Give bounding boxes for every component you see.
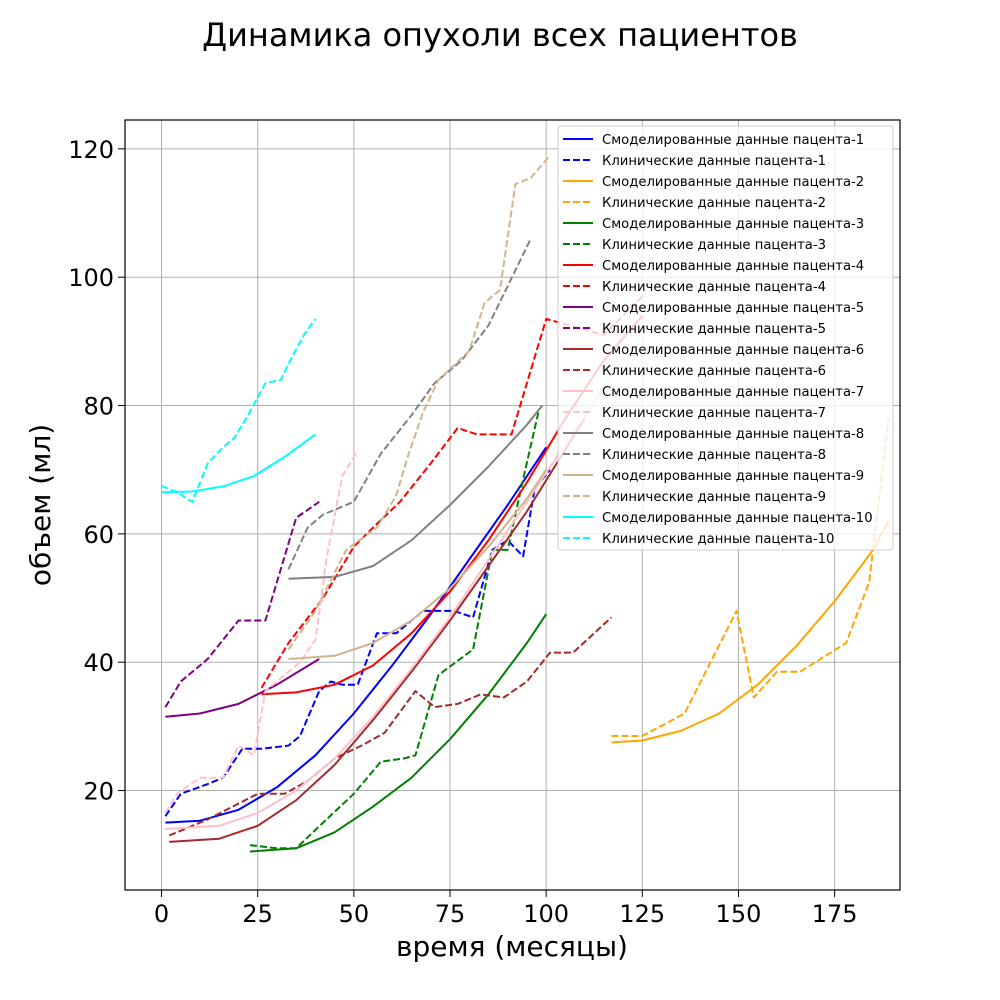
x-axis-label: время (месяцы) — [396, 930, 628, 963]
series-line-13 — [165, 376, 613, 830]
legend-label: Смоделированные данные пацента-2 — [602, 175, 864, 190]
legend-label: Клинические данные пацента-3 — [602, 238, 826, 253]
x-tick-label: 125 — [619, 900, 665, 928]
legend-label: Клинические данные пацента-10 — [602, 532, 834, 547]
y-tick-label: 100 — [68, 264, 114, 292]
x-tick-label: 175 — [812, 900, 858, 928]
legend-label: Смоделированные данные пацента-9 — [602, 469, 864, 484]
series-line-18 — [287, 154, 551, 650]
legend-label: Клинические данные пацента-5 — [602, 322, 826, 337]
legend-label: Клинические данные пацента-4 — [602, 280, 826, 295]
y-tick-label: 40 — [83, 649, 114, 677]
legend-label: Смоделированные данные пацента-3 — [602, 217, 864, 232]
series-line-3 — [611, 520, 890, 744]
series-line-16 — [287, 238, 532, 570]
legend-box — [557, 125, 894, 551]
series-line-17 — [288, 469, 548, 660]
legend-label: Смоделированные данные пацента-8 — [602, 427, 864, 442]
y-tick-label: 20 — [83, 778, 114, 806]
x-tick-label: 150 — [716, 900, 762, 928]
x-tick-label: 25 — [242, 900, 273, 928]
legend-label: Смоделированные данные пацента-7 — [602, 385, 864, 400]
x-tick-label: 100 — [523, 900, 569, 928]
x-tick-label: 75 — [435, 900, 466, 928]
series-line-2 — [164, 469, 551, 817]
legend-label: Клинические данные пацента-7 — [602, 406, 826, 421]
y-axis-label: объем (мл) — [24, 424, 57, 586]
series-line-5 — [249, 613, 548, 853]
legend-label: Смоделированные данные пацента-1 — [602, 133, 864, 148]
series-line-9 — [165, 658, 320, 718]
legend-label: Клинические данные пацента-2 — [602, 196, 826, 211]
legend-label: Клинические данные пацента-1 — [602, 154, 826, 169]
series-line-10 — [164, 500, 320, 708]
series-line-14 — [164, 449, 359, 814]
legend-label: Смоделированные данные пацента-10 — [602, 511, 873, 526]
axis-ticks: 0 25 50 75 100 125 150 175 20 40 60 80 100 120 — [68, 136, 857, 928]
y-tick-label: 60 — [83, 521, 114, 549]
series-line-6 — [249, 411, 540, 850]
series-line-11 — [169, 417, 586, 843]
series-line-1 — [165, 446, 548, 824]
series-line-8 — [260, 295, 644, 689]
series-line-19 — [161, 433, 316, 494]
legend-label: Клинические данные пацента-9 — [602, 490, 826, 505]
chart-title: Динамика опухоли всех пациентов — [202, 16, 798, 54]
x-tick-label: 0 — [154, 900, 169, 928]
series-line-12 — [168, 616, 613, 837]
legend-label: Смоделированные данные пацента-4 — [602, 259, 864, 274]
series-line-4 — [611, 418, 890, 737]
plot-area-frame — [124, 119, 901, 891]
y-tick-label: 120 — [68, 136, 114, 164]
legend: Смоделированные данные пацента-1 Клиничес… — [557, 125, 894, 551]
y-tick-label: 80 — [83, 393, 114, 421]
legend-label: Клинические данные пацента-6 — [602, 364, 826, 379]
series-line-20 — [161, 318, 317, 503]
legend-label: Клинические данные пацента-8 — [602, 448, 826, 463]
legend-label: Смоделированные данные пацента-5 — [602, 301, 864, 316]
x-tick-label: 50 — [339, 900, 370, 928]
series-line-15 — [288, 404, 544, 580]
legend-label: Смоделированные данные пацента-6 — [602, 343, 864, 358]
